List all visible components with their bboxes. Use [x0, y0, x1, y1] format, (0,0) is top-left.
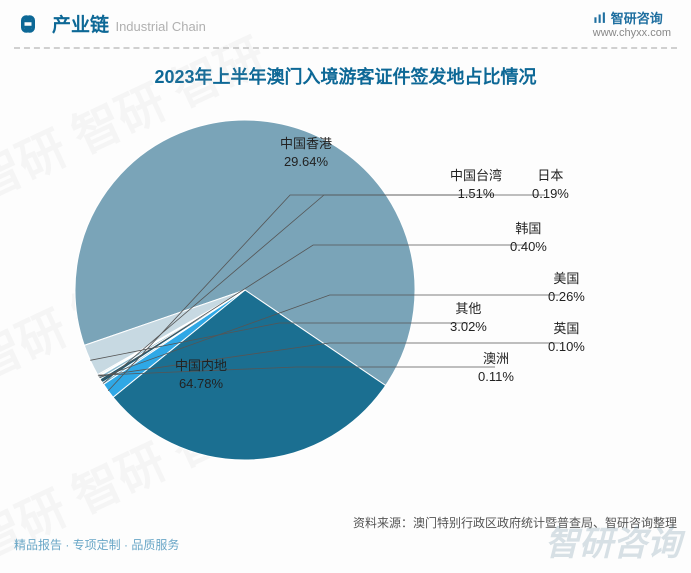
label-pct: 0.19%	[532, 185, 569, 203]
header-left: 产业链 Industrial Chain	[14, 10, 206, 38]
label-name: 其他	[455, 301, 481, 316]
header-title: 产业链	[52, 15, 109, 36]
label-name: 英国	[553, 321, 579, 336]
label-pct: 64.78%	[175, 375, 227, 393]
label-pct: 0.26%	[548, 288, 585, 306]
label-name: 中国台湾	[450, 168, 502, 183]
label-australia: 澳洲 0.11%	[478, 350, 514, 385]
brand-icon	[593, 11, 607, 25]
label-pct: 0.11%	[478, 368, 514, 386]
header: 产业链 Industrial Chain 智研咨询 www.chyxx.com	[0, 0, 691, 47]
label-name: 美国	[553, 271, 579, 286]
brand-url: www.chyxx.com	[593, 27, 671, 39]
label-taiwan: 中国台湾 1.51%	[450, 167, 502, 202]
label-pct: 0.10%	[548, 338, 585, 356]
label-name: 中国内地	[175, 358, 227, 373]
header-subtitle: Industrial Chain	[115, 19, 205, 34]
label-other: 其他 3.02%	[450, 300, 487, 335]
label-name: 中国香港	[280, 136, 332, 151]
chart-area: 中国香港 29.64% 中国台湾 1.51% 日本 0.19% 韩国 0.40%…	[0, 95, 691, 495]
label-name: 澳洲	[483, 351, 509, 366]
chain-icon	[14, 10, 42, 38]
label-pct: 1.51%	[450, 185, 502, 203]
pie-chart	[70, 115, 420, 465]
label-name: 韩国	[515, 221, 541, 236]
label-uk: 英国 0.10%	[548, 320, 585, 355]
footer-watermark: 智研咨询	[545, 516, 681, 565]
chart-title: 2023年上半年澳门入境游客证件签发地占比情况	[0, 63, 691, 89]
label-japan: 日本 0.19%	[532, 167, 569, 202]
label-pct: 29.64%	[280, 153, 332, 171]
label-hongkong: 中国香港 29.64%	[280, 135, 332, 170]
brand-name: 智研咨询	[611, 8, 663, 27]
brand-block: 智研咨询 www.chyxx.com	[593, 8, 671, 39]
label-mainland: 中国内地 64.78%	[175, 357, 227, 392]
label-pct: 0.40%	[510, 238, 547, 256]
label-korea: 韩国 0.40%	[510, 220, 547, 255]
label-name: 日本	[537, 168, 563, 183]
label-pct: 3.02%	[450, 318, 487, 336]
header-divider	[14, 47, 677, 49]
label-usa: 美国 0.26%	[548, 270, 585, 305]
footer-text: 精品报告 · 专项定制 · 品质服务	[14, 536, 179, 553]
